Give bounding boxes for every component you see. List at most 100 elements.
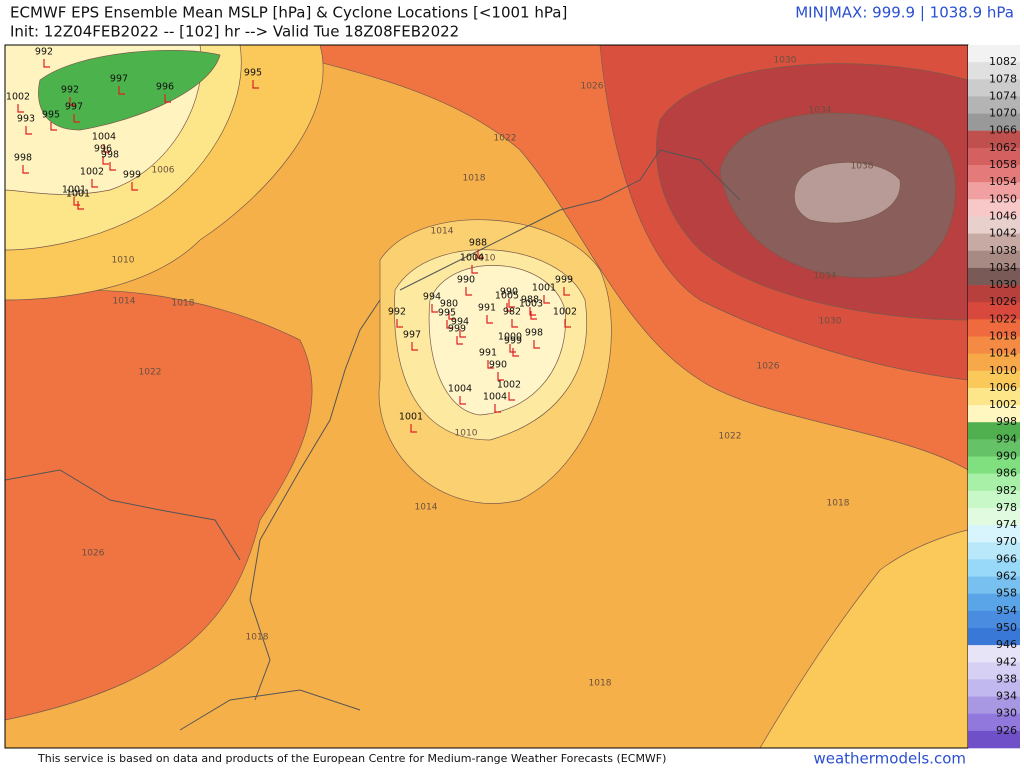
colorbar-cell	[968, 542, 1020, 560]
colorbar-label: 934	[996, 690, 1017, 703]
cyclone-pressure: 1005	[495, 291, 519, 302]
cyclone-pressure: 997	[403, 330, 421, 341]
cyclone-pressure: 999	[555, 275, 573, 286]
cyclone-marker	[17, 104, 24, 113]
cyclone-pressure: 995	[438, 308, 456, 319]
cyclone-pressure: 998	[525, 328, 543, 339]
colorbar-label: 978	[996, 501, 1017, 514]
colorbar-cell	[968, 319, 1020, 337]
cyclone-pressure: 998	[101, 150, 119, 161]
cyclone-pressure: 991	[478, 303, 496, 314]
colorbar-cell	[968, 525, 1020, 543]
cyclone-marker	[91, 179, 98, 188]
cyclone-marker	[102, 156, 109, 165]
contour-label: 1034	[814, 272, 837, 282]
title: ECMWF EPS Ensemble Mean MSLP [hPa] & Cyc…	[10, 4, 567, 22]
colorbar-cell	[968, 147, 1020, 166]
colorbar-cell	[968, 165, 1020, 183]
colorbar-label: 1014	[989, 347, 1017, 360]
colorbar-label: 1058	[989, 158, 1017, 171]
colorbar-label: 942	[996, 655, 1017, 668]
colorbar-cell	[968, 490, 1020, 509]
colorbar-label: 1046	[989, 209, 1017, 222]
site[interactable]: weathermodels.com	[813, 750, 966, 768]
cyclone-pressure: 1004	[483, 392, 507, 403]
contour-label: 1026	[581, 82, 604, 92]
cyclone-pressure: 1001	[399, 412, 423, 423]
contour-label: 1034	[809, 106, 832, 116]
colorbar-cell	[968, 216, 1020, 234]
cyclone-marker	[50, 122, 57, 131]
contour-label: 1018	[827, 499, 850, 509]
cyclone-marker	[431, 304, 438, 313]
cyclone-pressure: 1004	[92, 132, 116, 143]
colorbar-cell	[968, 62, 1020, 80]
cyclone-marker	[77, 201, 84, 210]
cyclone-pressure: 998	[14, 153, 32, 164]
colorbar-label: 1062	[989, 141, 1017, 154]
cyclone-pressure: 997	[110, 74, 128, 85]
colorbar-label: 930	[996, 707, 1017, 720]
contour-label: 1014	[431, 227, 454, 237]
cyclone-marker	[410, 424, 417, 433]
cyclone-pressure: 990	[457, 275, 475, 286]
contour-label: 1026	[82, 549, 105, 559]
colorbar-label: 966	[996, 552, 1017, 565]
cyclone-marker	[459, 396, 466, 405]
colorbar-cell	[968, 593, 1020, 612]
colorbar-label: 1006	[989, 381, 1017, 394]
colorbar-cell	[968, 645, 1020, 663]
colorbar-label: 986	[996, 467, 1017, 480]
colorbar-label: 970	[996, 535, 1017, 548]
contour-label: 1014	[113, 297, 136, 307]
cyclone-marker	[73, 114, 80, 123]
cyclone-marker	[497, 372, 504, 381]
cyclone-pressure: 992	[388, 307, 406, 318]
colorbar-label: 1010	[989, 364, 1017, 377]
cyclone-marker	[118, 86, 125, 95]
min-max: MIN|MAX: 999.9 | 1038.9 hPa	[795, 4, 1014, 22]
colorbar-cell	[968, 387, 1020, 406]
colorbar-cell	[968, 439, 1020, 457]
cyclone-marker	[508, 392, 515, 401]
contour-label: 1038	[851, 162, 874, 172]
contour-label: 1018	[172, 299, 195, 309]
cyclone-pressure: 1002	[553, 307, 577, 318]
cyclone-marker	[446, 320, 453, 329]
cyclone-marker	[543, 295, 550, 304]
colorbar-cell	[968, 353, 1020, 372]
colorbar-cell	[968, 182, 1020, 200]
colorbar-label: 938	[996, 672, 1017, 685]
contour-label: 1014	[415, 503, 438, 513]
cyclone-marker	[506, 303, 513, 312]
cyclone-pressure: 990	[500, 287, 518, 298]
colorbar-cell	[968, 456, 1020, 474]
contour-label: 1018	[246, 633, 269, 643]
colorbar-label: 950	[996, 621, 1017, 634]
cyclone-marker	[563, 287, 570, 296]
cyclone-marker	[252, 80, 259, 89]
cyclone-marker	[459, 329, 466, 338]
colorbar-cell	[968, 45, 1020, 63]
colorbar-cell	[968, 559, 1020, 577]
subtitle: Init: 12Z04FEB2022 -- [102] hr --> Valid…	[10, 23, 459, 41]
cyclone-pressure: 995	[42, 110, 60, 121]
colorbar-label: 1082	[989, 55, 1017, 68]
colorbar-label: 1034	[989, 261, 1017, 274]
cyclone-pressure: 995	[244, 68, 262, 79]
cyclone-marker	[530, 311, 537, 320]
colorbar-cell	[968, 679, 1020, 697]
cyclone-pressure: 991	[479, 348, 497, 359]
cyclone-marker	[511, 319, 518, 328]
cyclone-marker	[456, 336, 463, 345]
contour-label: 1010	[112, 256, 135, 266]
contour-label: 1022	[494, 134, 517, 144]
contour-label: 1010	[473, 254, 496, 264]
cyclone-marker	[512, 348, 519, 357]
cyclone-pressure: 1001	[62, 185, 86, 196]
contour-label: 1022	[139, 368, 162, 378]
cyclone-pressure: 1004	[448, 384, 472, 395]
cyclone-marker	[465, 287, 472, 296]
colorbar-cell	[968, 610, 1020, 629]
